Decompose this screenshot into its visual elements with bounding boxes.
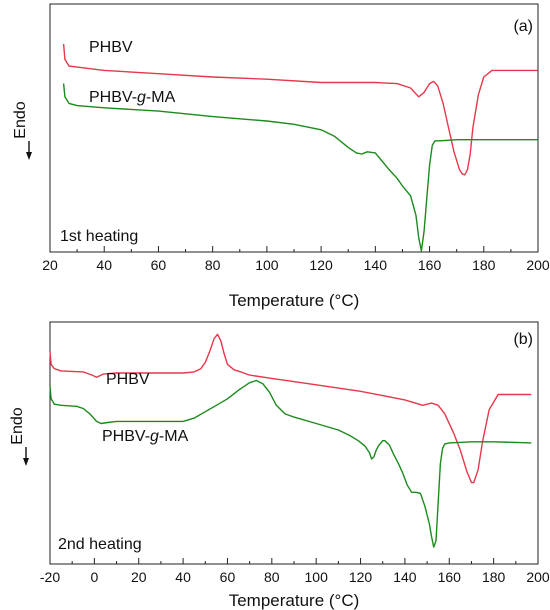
- x-tick-label: 140: [393, 569, 417, 585]
- x-tick-label: 40: [175, 569, 191, 585]
- series-label-phbv-b: PHBV: [106, 371, 150, 388]
- series-label-phbv-a: PHBV: [89, 39, 133, 56]
- y-axis-label-b: Endo: [9, 407, 26, 444]
- x-tick-label: 200: [526, 569, 550, 585]
- x-tick-label: 180: [472, 257, 496, 273]
- x-tick-label: 180: [482, 569, 506, 585]
- down-arrow-icon-a: [26, 141, 32, 160]
- series-label-phbv-g-ma-a: PHBV-g-MA: [89, 89, 176, 106]
- x-tick-label: 100: [305, 569, 329, 585]
- x-tick-label: 120: [349, 569, 373, 585]
- x-tick-label: 160: [438, 569, 462, 585]
- annotation-1st-heating: 1st heating: [60, 228, 138, 245]
- series-line-phbv-g-ma: [62, 83, 538, 252]
- panel-a: 20 40 60 80 100 120 140 160 180 200 (a) PHBV PHBV…: [12, 3, 550, 310]
- x-axis-ticks-b: -20 0 20 40 60 80 100 120 140 160 180 200: [40, 558, 550, 585]
- panel-label-a: (a): [513, 18, 533, 35]
- y-axis-label-a: Endo: [12, 101, 29, 138]
- x-tick-label: 80: [205, 257, 221, 273]
- series-label-phbv-g-ma-b: PHBV-g-MA: [102, 428, 189, 445]
- panel-label-b: (b): [513, 331, 533, 348]
- x-tick-label: 60: [151, 257, 167, 273]
- x-tick-label: -20: [40, 569, 60, 585]
- x-tick-label: 60: [220, 569, 236, 585]
- x-tick-label: 160: [418, 257, 442, 273]
- x-tick-label: 200: [526, 257, 550, 273]
- x-tick-label: 80: [264, 569, 280, 585]
- series-lines-b: [49, 333, 532, 548]
- panel-b: -20 0 20 40 60 80 100 120 140 160 180 200 (b) PHBV …: [9, 321, 550, 610]
- annotation-2nd-heating: 2nd heating: [58, 536, 142, 553]
- series-line-phbv-g-ma: [49, 379, 532, 548]
- down-arrow-icon-b: [23, 447, 29, 466]
- x-axis-label-b: Temperature (°C): [229, 591, 360, 610]
- x-tick-label: 120: [309, 257, 333, 273]
- x-axis-label-a: Temperature (°C): [229, 291, 360, 310]
- series-line-phbv: [62, 43, 538, 176]
- x-tick-label: 140: [364, 257, 388, 273]
- x-tick-label: 20: [131, 569, 147, 585]
- x-axis-ticks-a: 20 40 60 80 100 120 140 160 180 200: [42, 246, 550, 273]
- x-tick-label: 100: [255, 257, 279, 273]
- x-tick-label: 0: [90, 569, 98, 585]
- series-line-phbv: [49, 333, 532, 484]
- x-tick-label: 40: [96, 257, 112, 273]
- x-tick-label: 20: [42, 257, 58, 273]
- series-lines-a: [62, 43, 538, 252]
